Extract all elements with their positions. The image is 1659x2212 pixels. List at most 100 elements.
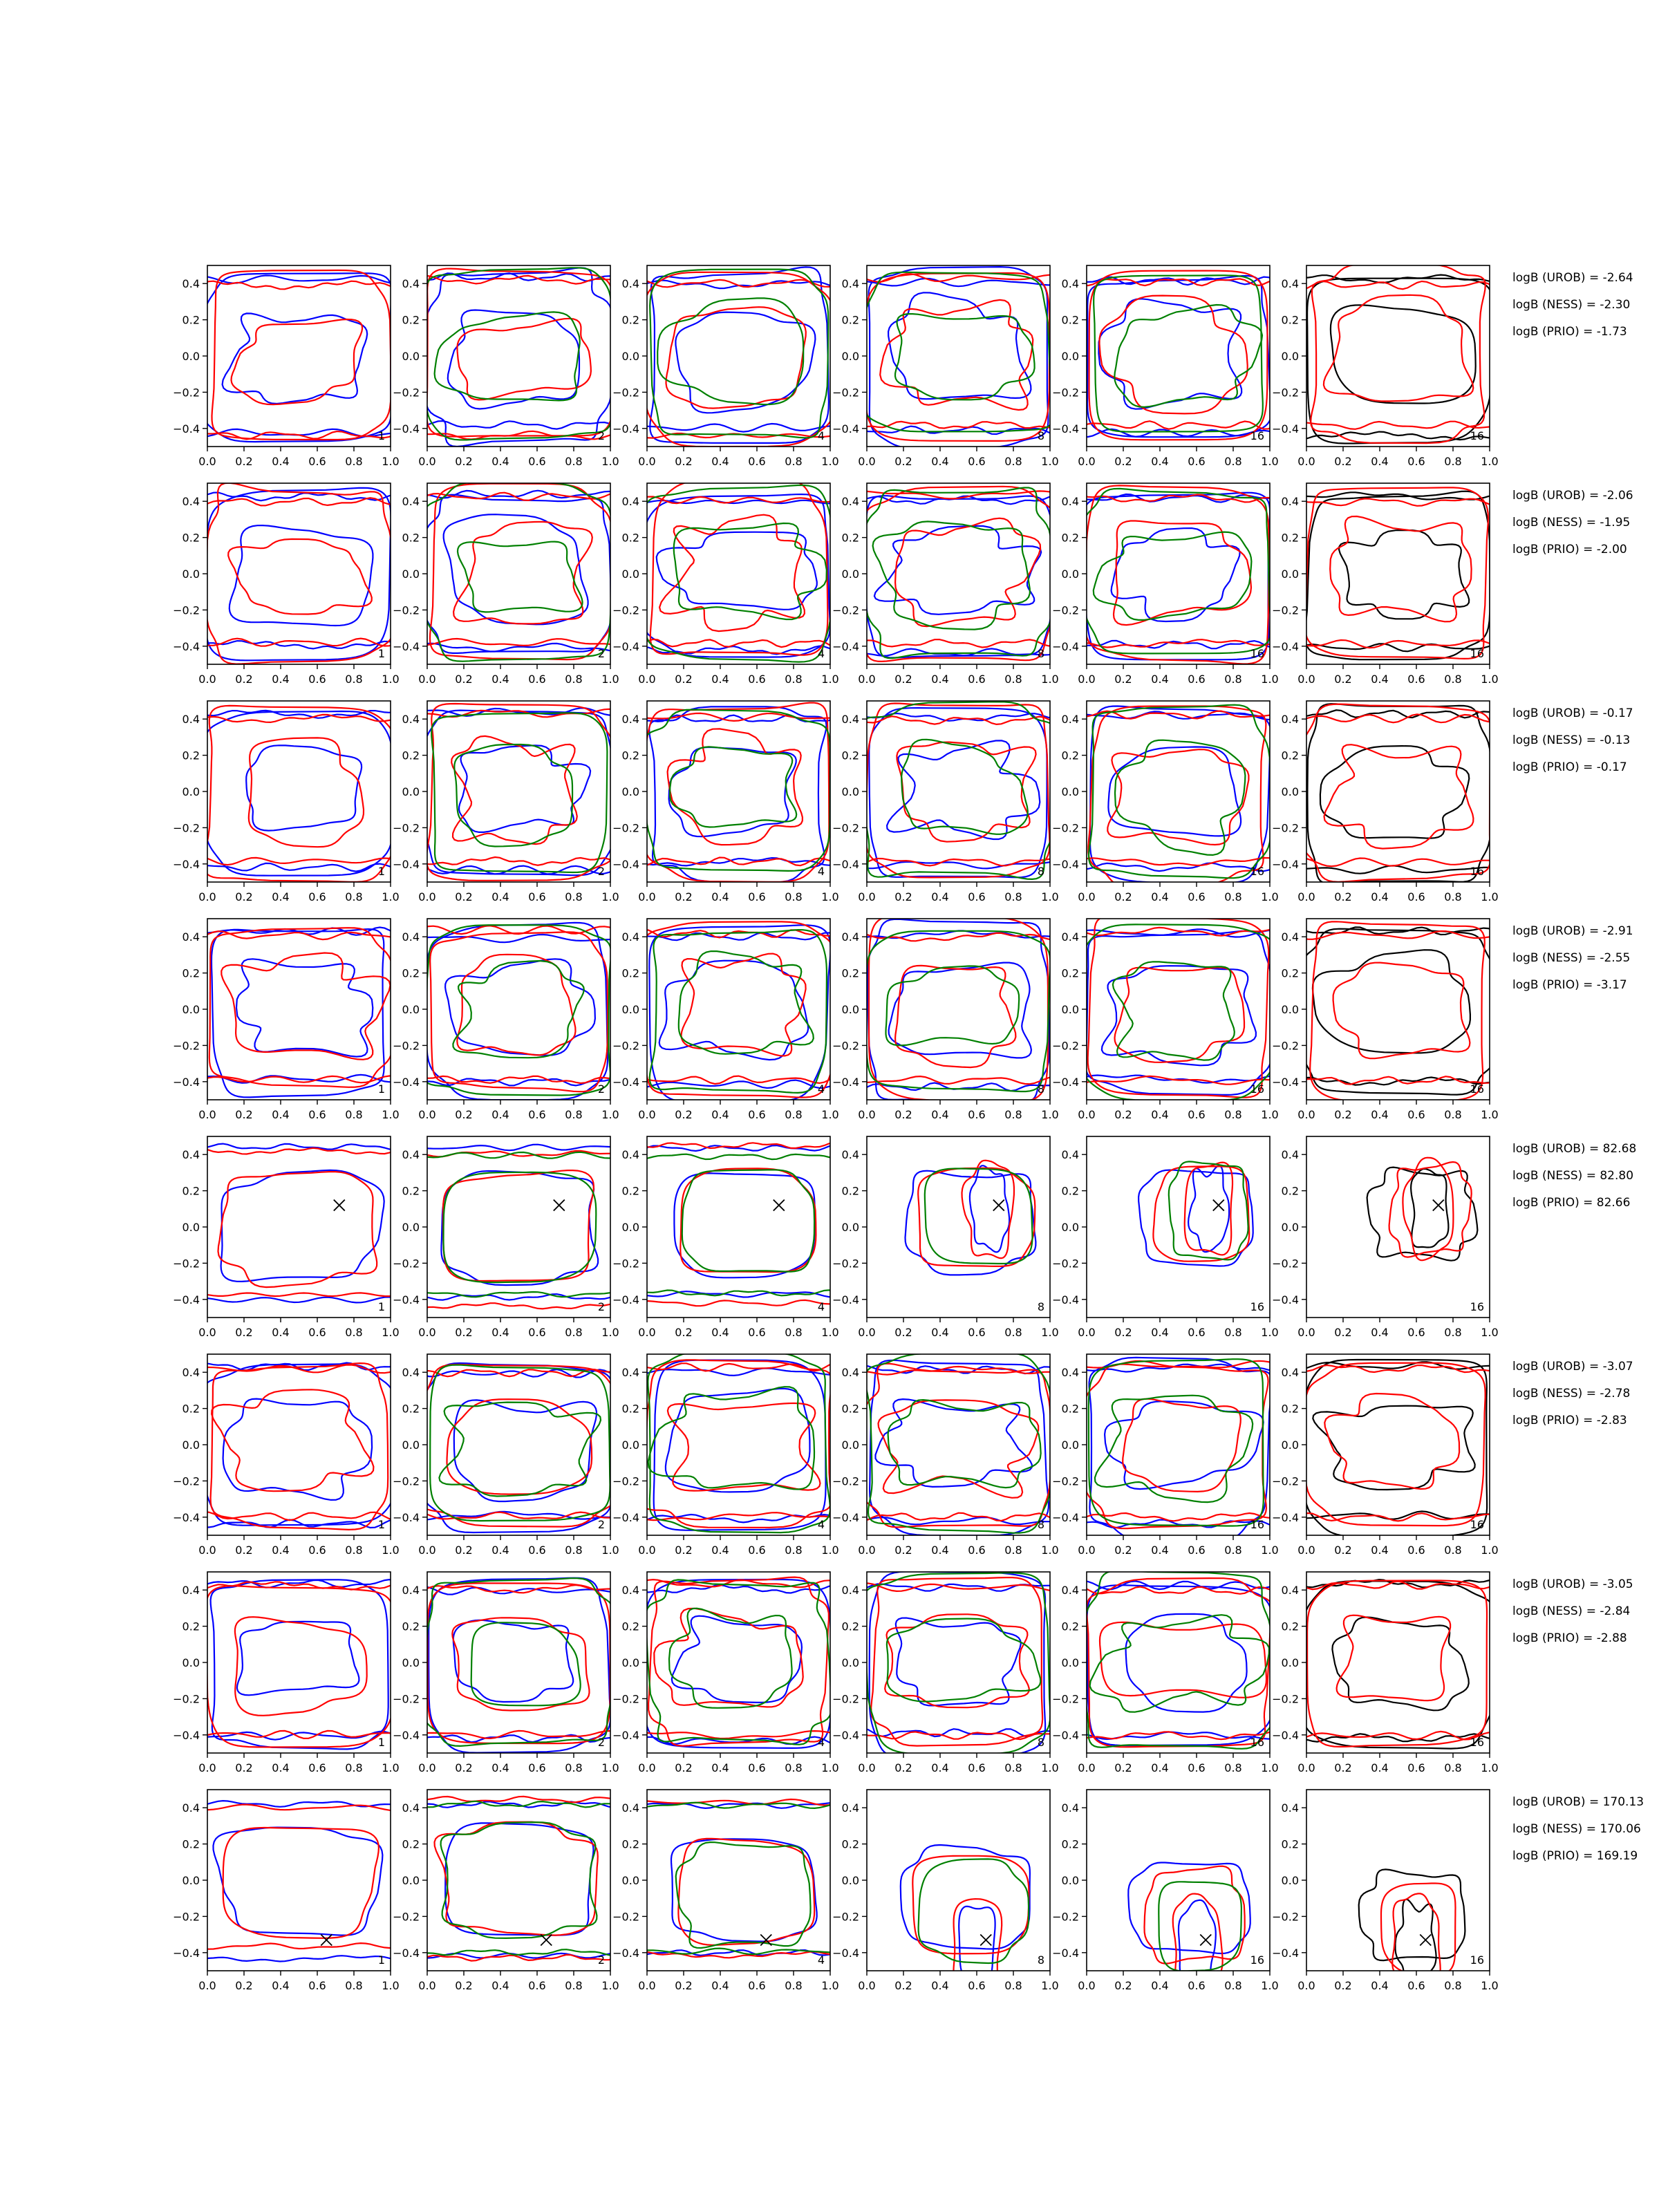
x-tick-label: 1.0 <box>601 1544 619 1557</box>
x-tick-label: 1.0 <box>1481 1108 1498 1121</box>
contour-blue <box>873 525 1042 615</box>
x-tick-label: 0.0 <box>638 455 655 468</box>
y-tick-label: 0.4 <box>842 1148 859 1161</box>
contour-red <box>1087 420 1270 430</box>
x-tick-label: 0.2 <box>894 1761 912 1774</box>
x-tick-label: 0.4 <box>1371 673 1388 686</box>
x-tick-label: 0.4 <box>491 1108 509 1121</box>
contour-red <box>961 1159 1015 1259</box>
contour-green <box>1087 1572 1270 1750</box>
contour-red <box>1306 487 1490 660</box>
contour-blue <box>887 292 1032 400</box>
x-marker <box>980 1933 992 1947</box>
y-tick-label: 0.2 <box>842 532 859 545</box>
x-tick-label: 0.2 <box>1334 1761 1351 1774</box>
contour-red <box>647 1730 830 1740</box>
panel-r2-c6: 0.4 0.2 0.0 −0.2 −0.4 0.0 0.2 0.4 0.6 0.8 1.0 16 <box>1272 482 1499 686</box>
x-tick-label: 0.4 <box>711 455 729 468</box>
panel-frame <box>207 482 391 665</box>
contour-red <box>1306 1580 1488 1748</box>
x-tick-label: 0.6 <box>528 1979 545 1992</box>
contour-lines <box>867 1572 1050 1753</box>
contour-black <box>1306 1733 1490 1743</box>
contour-lines <box>207 704 391 882</box>
contour-blue <box>207 491 391 502</box>
column-label: 2 <box>598 1082 605 1096</box>
y-tick-label: 0.0 <box>842 1874 859 1887</box>
y-tick-label: 0.0 <box>402 1003 420 1016</box>
x-tick-label: 0.2 <box>455 1326 472 1339</box>
x-tick-label: 0.8 <box>565 673 582 686</box>
contour-lines <box>1087 1572 1270 1750</box>
contour-red <box>442 1170 595 1282</box>
x-tick-label: 0.8 <box>785 673 802 686</box>
contour-red <box>647 1578 830 1588</box>
contour-blue <box>867 919 1050 1100</box>
contour-blue <box>207 1143 391 1150</box>
y-tick-label: −0.4 <box>612 1293 639 1306</box>
y-tick-label: −0.4 <box>173 422 200 435</box>
x-tick-label: 0.6 <box>1407 1326 1425 1339</box>
logb-stat: logB (UROB) = 82.68 <box>1512 1142 1636 1156</box>
logb-stat: logB (PRIO) = -2.00 <box>1512 543 1627 556</box>
panel-r3-c5: 0.4 0.2 0.0 −0.2 −0.4 0.0 0.2 0.4 0.6 0.8 1.0 16 <box>1052 700 1279 903</box>
x-tick-label: 0.8 <box>785 890 802 903</box>
x-tick-label: 0.8 <box>785 455 802 468</box>
contour-red <box>647 638 830 648</box>
column-label: 4 <box>818 1736 825 1749</box>
x-tick-label: 0.8 <box>1224 890 1241 903</box>
contour-red <box>912 1855 1030 1955</box>
contour-blue <box>1087 276 1270 286</box>
x-tick-label: 0.4 <box>1151 455 1168 468</box>
logb-stat: logB (NESS) = -0.13 <box>1512 733 1630 747</box>
contour-red <box>1087 1363 1269 1530</box>
panel-frame <box>866 700 1051 883</box>
x-tick-label: 0.0 <box>1297 673 1315 686</box>
x-tick-label: 0.8 <box>1224 1108 1241 1121</box>
panel-r7-c6: 0.4 0.2 0.0 −0.2 −0.4 0.0 0.2 0.4 0.6 0.8 1.0 16 <box>1272 1571 1499 1774</box>
x-tick-label: 0.6 <box>1407 1761 1425 1774</box>
contour-lines <box>1087 919 1270 1100</box>
y-tick-label: 0.4 <box>182 1366 200 1379</box>
x-tick-label: 0.2 <box>675 890 692 903</box>
x-tick-label: 0.6 <box>308 890 326 903</box>
contour-green <box>429 1364 610 1522</box>
x-tick-label: 0.4 <box>1371 890 1388 903</box>
contour-blue <box>1087 491 1270 661</box>
x-tick-label: 0.2 <box>675 1761 692 1774</box>
x-tick-label: 1.0 <box>601 673 619 686</box>
x-tick-label: 0.0 <box>638 1544 655 1557</box>
column-label: 2 <box>598 1953 605 1967</box>
contour-blue <box>427 1362 610 1534</box>
contour-green <box>647 1153 830 1161</box>
column-label: 2 <box>598 1736 605 1749</box>
y-tick-label: 0.2 <box>402 1185 420 1198</box>
panel-r6-c6: 0.4 0.2 0.0 −0.2 −0.4 0.0 0.2 0.4 0.6 0.8 1.0 16 <box>1272 1353 1499 1557</box>
y-tick-label: 0.4 <box>622 1584 639 1597</box>
y-tick-label: 0.4 <box>842 495 859 508</box>
contour-blue <box>212 1826 384 1936</box>
panel-frame <box>866 1789 1051 1971</box>
contour-black <box>1306 490 1490 661</box>
column-label: 2 <box>598 865 605 878</box>
logb-stat: logB (PRIO) = 169.19 <box>1512 1849 1638 1863</box>
contour-green <box>1114 739 1246 856</box>
panel-frame <box>866 1571 1051 1754</box>
y-tick-label: 0.0 <box>842 1656 859 1669</box>
y-tick-label: −0.2 <box>173 1257 200 1270</box>
x-tick-label: 0.4 <box>1151 1326 1168 1339</box>
y-tick-label: 0.2 <box>622 532 639 545</box>
contour-green <box>668 1607 793 1709</box>
column-label: 16 <box>1250 429 1264 442</box>
x-tick-label: 0.2 <box>894 1979 912 1992</box>
contour-lines <box>867 701 1050 881</box>
contour-green <box>427 1800 610 1808</box>
x-tick-label: 0.0 <box>858 673 875 686</box>
x-tick-label: 1.0 <box>1481 890 1498 903</box>
x-tick-label: 1.0 <box>601 1108 619 1121</box>
x-tick-label: 0.6 <box>308 455 326 468</box>
x-tick-label: 0.2 <box>455 890 472 903</box>
x-tick-label: 0.8 <box>1224 1326 1241 1339</box>
y-tick-label: 0.2 <box>842 1185 859 1198</box>
column-label: 4 <box>818 1518 825 1531</box>
